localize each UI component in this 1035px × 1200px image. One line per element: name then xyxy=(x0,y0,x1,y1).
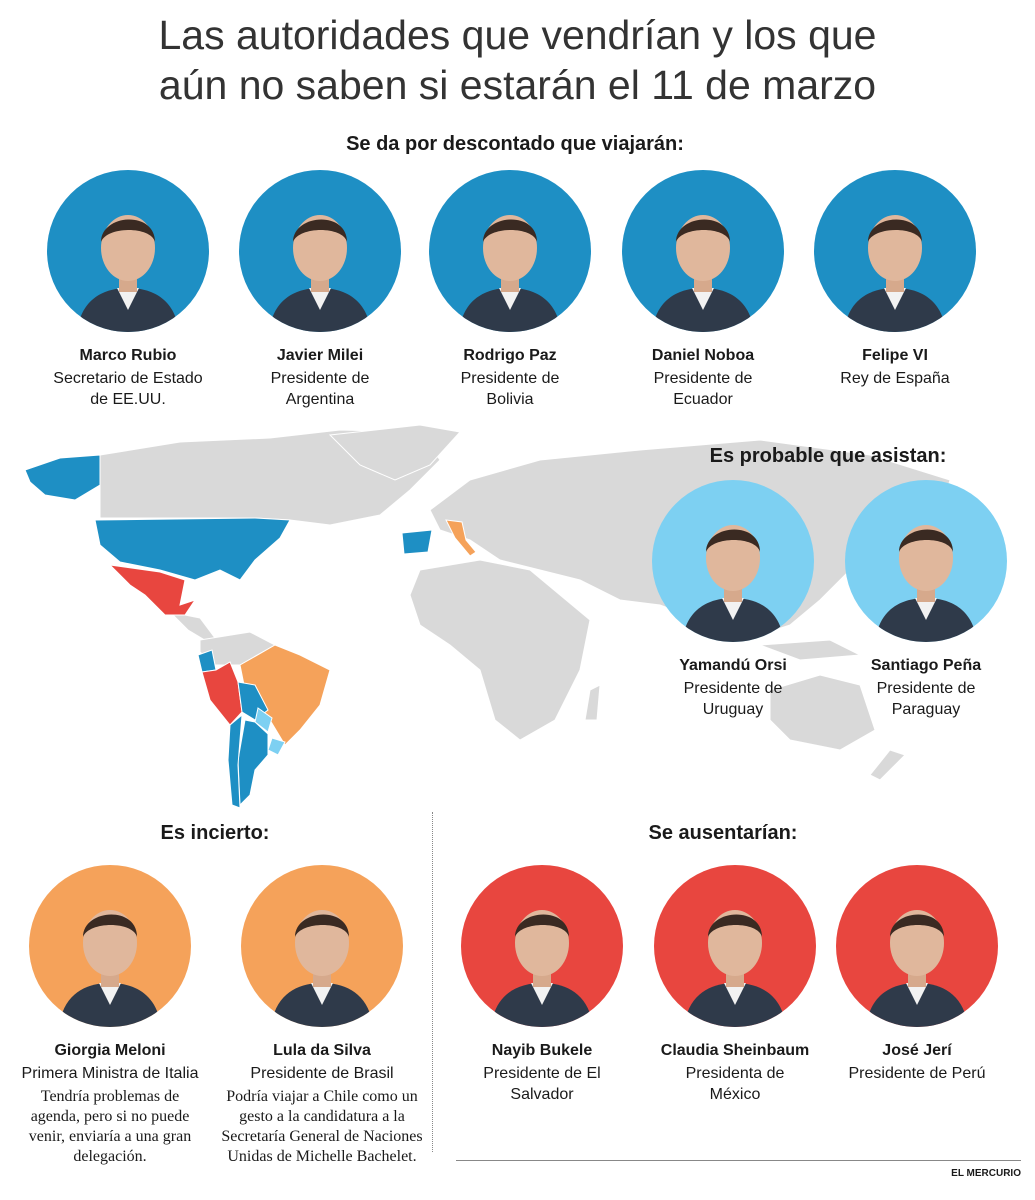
portrait xyxy=(47,170,209,332)
source: EL MERCURIO xyxy=(951,1168,1021,1179)
section-heading: Se ausentarían: xyxy=(648,822,798,844)
portrait xyxy=(29,865,191,1027)
portrait xyxy=(461,865,623,1027)
person-role: Presidente de El Salvador xyxy=(483,1065,601,1103)
portrait xyxy=(654,865,816,1027)
portrait xyxy=(622,170,784,332)
title: Las autoridades que vendrían y los que a… xyxy=(158,12,877,108)
person-role: Primera Ministra de Italia xyxy=(21,1065,199,1082)
person-role: Rey de España xyxy=(840,370,950,387)
section-heading: Se da por descontado que viajarán: xyxy=(346,133,684,155)
person-role: Presidente de Perú xyxy=(848,1065,986,1082)
portrait xyxy=(29,865,191,1027)
person-name: Yamandú Orsi xyxy=(679,657,787,674)
portrait xyxy=(239,170,401,332)
portrait xyxy=(47,170,209,332)
portrait xyxy=(845,480,1007,642)
portrait xyxy=(622,170,784,332)
divider xyxy=(456,1160,1021,1161)
section-heading: Es incierto: xyxy=(160,822,270,844)
person-name: Giorgia Meloni xyxy=(54,1042,166,1059)
person-role: Presidenta de México xyxy=(685,1065,785,1103)
portrait xyxy=(654,865,816,1027)
portrait xyxy=(652,480,814,642)
person-name: Felipe VI xyxy=(862,347,928,364)
portrait xyxy=(461,865,623,1027)
person-role: Presidente de Brasil xyxy=(250,1065,394,1082)
section-heading: Es probable que asistan: xyxy=(709,445,947,467)
person-name: Lula da Silva xyxy=(273,1042,371,1059)
divider xyxy=(432,812,433,1152)
portrait xyxy=(429,170,591,332)
person-role: Presidente de Argentina xyxy=(270,370,370,408)
person-name: Nayib Bukele xyxy=(491,1042,593,1059)
person-role: Presidente de Uruguay xyxy=(683,680,783,718)
portrait xyxy=(845,480,1007,642)
person-role: Presidente de Ecuador xyxy=(653,370,753,408)
portrait xyxy=(241,865,403,1027)
person-note: Tendría problemas de agenda, pero si no … xyxy=(28,1088,192,1165)
portrait xyxy=(241,865,403,1027)
portrait xyxy=(836,865,998,1027)
portrait xyxy=(836,865,998,1027)
person-role: Presidente de Bolivia xyxy=(460,370,560,408)
person-name: José Jerí xyxy=(882,1042,952,1059)
person-role: Secretario de Estado de EE.UU. xyxy=(53,370,203,408)
person-name: Daniel Noboa xyxy=(651,347,755,364)
portrait xyxy=(429,170,591,332)
portrait xyxy=(814,170,976,332)
person-name: Rodrigo Paz xyxy=(463,347,557,364)
person-name: Claudia Sheinbaum xyxy=(660,1042,810,1059)
portrait xyxy=(814,170,976,332)
person-role: Presidente de Paraguay xyxy=(876,680,976,718)
portrait xyxy=(652,480,814,642)
portrait xyxy=(239,170,401,332)
person-name: Santiago Peña xyxy=(870,657,982,674)
person-name: Marco Rubio xyxy=(79,347,177,364)
person-name: Javier Milei xyxy=(276,347,364,364)
person-note: Podría viajar a Chile como un gesto a la… xyxy=(221,1088,423,1165)
